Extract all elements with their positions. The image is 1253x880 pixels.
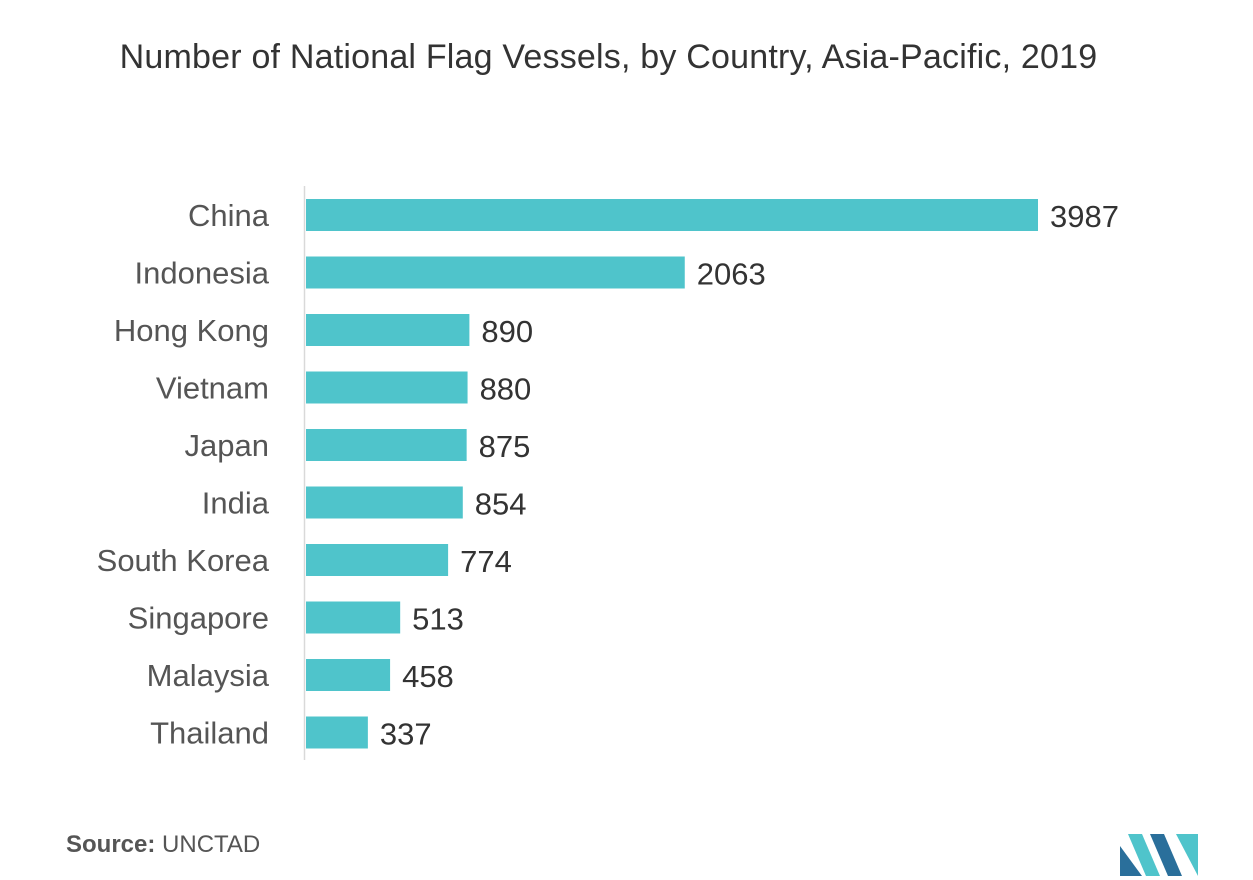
category-label: Hong Kong: [114, 313, 269, 348]
category-label: Singapore: [128, 601, 269, 636]
category-label: Thailand: [150, 716, 269, 751]
category-labels: China Indonesia Hong Kong Vietnam Japan India…: [97, 198, 270, 751]
category-label: Indonesia: [135, 256, 270, 291]
bar: [306, 544, 449, 576]
bar: [306, 199, 1038, 231]
source-label: Source:: [66, 831, 156, 858]
value-label: 337: [380, 717, 432, 752]
value-label: 890: [481, 314, 533, 349]
value-label: 774: [460, 544, 512, 579]
value-label: 880: [480, 372, 532, 407]
category-label: Vietnam: [156, 371, 269, 406]
bar: [306, 429, 467, 461]
category-label: South Korea: [97, 543, 270, 578]
mordor-intelligence-logo-icon: [1120, 834, 1198, 876]
logo-shape-right: [1176, 834, 1198, 876]
bars-group: [306, 199, 1038, 749]
bar: [306, 486, 463, 519]
bar: [306, 601, 401, 634]
value-label: 854: [475, 487, 527, 522]
category-label: Japan: [185, 428, 269, 463]
bar: [306, 314, 470, 346]
logo-shape-left: [1120, 846, 1142, 876]
bar: [306, 371, 468, 404]
value-labels: 3987 2063 890 880 875 854 774 513 458 337: [380, 199, 1119, 752]
bar: [306, 716, 368, 749]
value-label: 458: [402, 659, 454, 694]
category-label: India: [202, 486, 270, 521]
category-label: Malaysia: [147, 658, 270, 693]
category-label: China: [188, 198, 270, 233]
source-value: UNCTAD: [162, 831, 261, 858]
value-label: 3987: [1050, 199, 1119, 234]
value-label: 513: [412, 602, 464, 637]
bar: [306, 659, 391, 691]
chart-title: Number of National Flag Vessels, by Coun…: [119, 38, 1098, 76]
logo-shape-mid-dark: [1128, 834, 1160, 876]
source-note: Source: UNCTAD: [66, 831, 260, 859]
value-label: 875: [479, 429, 531, 464]
value-label: 2063: [697, 257, 766, 292]
bar: [306, 256, 685, 289]
logo-shape-mid: [1150, 834, 1182, 876]
